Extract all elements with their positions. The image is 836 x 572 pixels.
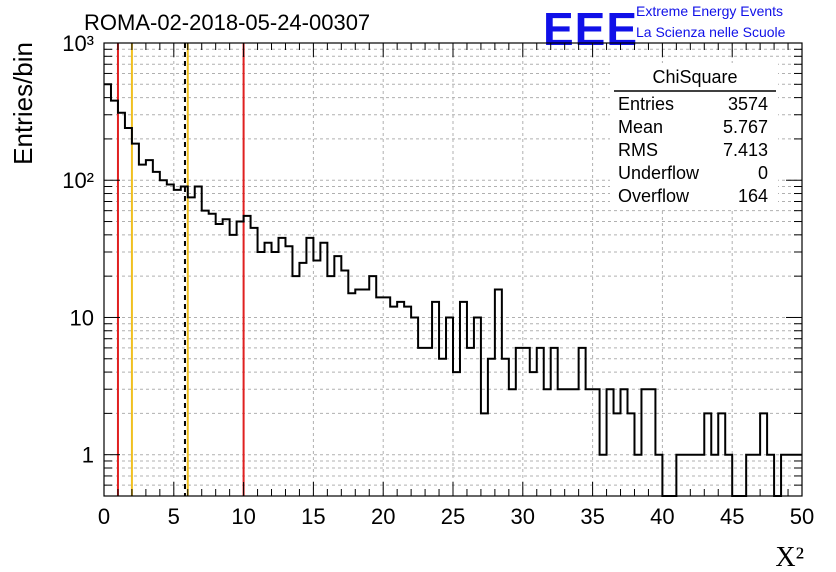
stats-label: RMS bbox=[618, 140, 658, 160]
stats-value: 5.767 bbox=[723, 117, 768, 137]
x-tick-label: 15 bbox=[301, 504, 325, 529]
x-tick-label: 0 bbox=[98, 504, 110, 529]
y-axis-title: Entries/bin bbox=[8, 42, 38, 165]
x-tick-label: 30 bbox=[511, 504, 535, 529]
stats-value: 3574 bbox=[728, 94, 768, 114]
x-tick-label: 40 bbox=[650, 504, 674, 529]
y-tick-label: 10² bbox=[62, 168, 94, 193]
stats-label: Overflow bbox=[618, 186, 690, 206]
x-tick-label: 50 bbox=[790, 504, 814, 529]
stats-value: 0 bbox=[758, 163, 768, 183]
stats-value: 164 bbox=[738, 186, 768, 206]
y-tick-label: 10 bbox=[70, 305, 94, 330]
stats-label: Underflow bbox=[618, 163, 700, 183]
stats-title: ChiSquare bbox=[652, 67, 737, 87]
eee-logo: EEE bbox=[543, 3, 639, 55]
x-tick-label: 10 bbox=[231, 504, 255, 529]
x-tick-label: 20 bbox=[371, 504, 395, 529]
x-tick-label: 45 bbox=[720, 504, 744, 529]
x-tick-label: 25 bbox=[441, 504, 465, 529]
stats-box bbox=[610, 63, 778, 209]
stats-label: Entries bbox=[618, 94, 674, 114]
chart-title: ROMA-02-2018-05-24-00307 bbox=[84, 10, 371, 35]
x-tick-label: 5 bbox=[168, 504, 180, 529]
stats-label: Mean bbox=[618, 117, 663, 137]
x-tick-label: 35 bbox=[580, 504, 604, 529]
stats-value: 7.413 bbox=[723, 140, 768, 160]
logo-line-2: La Scienza nelle Scuole bbox=[636, 24, 786, 40]
y-tick-label: 10³ bbox=[62, 31, 94, 56]
logo-line-1: Extreme Energy Events bbox=[636, 3, 784, 19]
x-axis-title: X² bbox=[775, 542, 804, 572]
y-tick-label: 1 bbox=[82, 443, 94, 468]
